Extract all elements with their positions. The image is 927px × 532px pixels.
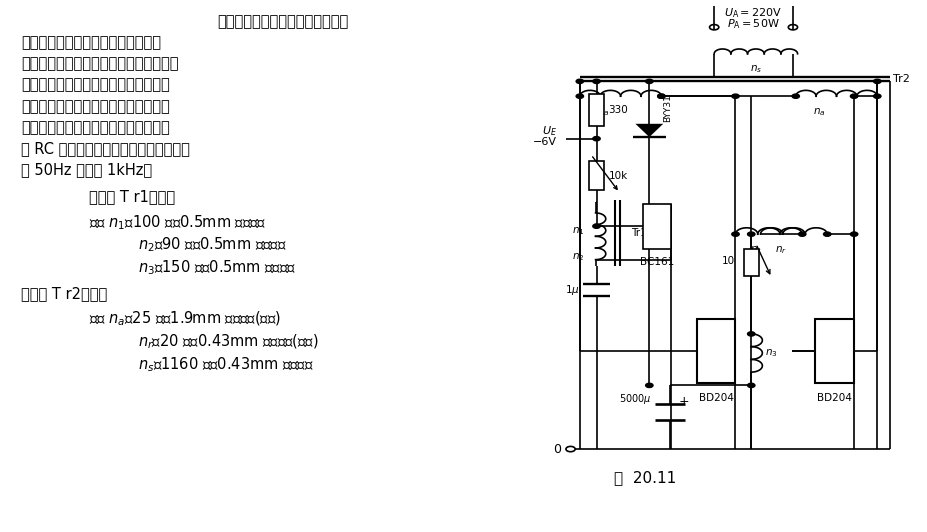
Text: $P_{\rm A}=50{\rm W}$: $P_{\rm A}=50{\rm W}$	[727, 18, 779, 31]
Circle shape	[822, 232, 830, 236]
Circle shape	[872, 79, 880, 84]
Circle shape	[731, 94, 739, 98]
Text: 由 50Hz 调整到 1kHz。: 由 50Hz 调整到 1kHz。	[21, 163, 152, 178]
Text: 10k: 10k	[608, 171, 628, 181]
Bar	[743, 250, 758, 276]
Circle shape	[576, 94, 583, 98]
Text: 变压器 T r1数据：: 变压器 T r1数据：	[89, 189, 174, 204]
Text: BYY31: BYY31	[663, 94, 671, 122]
Text: 个半波的持续时间相同，此时间只决定: 个半波的持续时间相同，此时间只决定	[21, 120, 170, 135]
Text: $U_E$: $U_E$	[541, 124, 556, 138]
Text: $n_r$: $n_r$	[774, 244, 786, 255]
Text: −6V: −6V	[532, 137, 556, 147]
Text: $n_a$: $n_a$	[812, 106, 824, 118]
Text: 组相互耦合使两个晶体管交互控制导: 组相互耦合使两个晶体管交互控制导	[21, 35, 161, 50]
Circle shape	[849, 232, 857, 236]
Text: 变压器 T r2数据：: 变压器 T r2数据：	[21, 286, 108, 301]
Circle shape	[592, 137, 600, 141]
Text: +: +	[679, 395, 689, 408]
Text: BC161: BC161	[639, 257, 673, 267]
Circle shape	[576, 79, 583, 84]
Text: 于 RC 环节的参数。振荡频率可以方便地: 于 RC 环节的参数。振荡频率可以方便地	[21, 142, 190, 156]
Text: 两个晶体管短时截止和随后由于变压器: 两个晶体管短时截止和随后由于变压器	[21, 78, 170, 93]
Circle shape	[791, 94, 798, 98]
Bar	[589, 161, 603, 190]
Bar	[814, 319, 853, 383]
Text: $n_s$: $n_s$	[749, 63, 761, 75]
Text: $n_1$: $n_1$	[571, 225, 584, 237]
Text: $n_3$＝150 匝，0.5mm 铜漆包线: $n_3$＝150 匝，0.5mm 铜漆包线	[138, 259, 296, 277]
Circle shape	[747, 232, 755, 236]
Circle shape	[849, 94, 857, 98]
Circle shape	[747, 332, 755, 336]
Text: $n_2$: $n_2$	[571, 251, 584, 263]
Circle shape	[645, 79, 653, 84]
Circle shape	[645, 383, 653, 387]
Text: $5000\mu$: $5000\mu$	[618, 392, 651, 406]
Text: 330: 330	[608, 105, 628, 115]
Bar	[589, 94, 603, 126]
Text: Tr2: Tr2	[892, 74, 908, 84]
Text: $1\mu$: $1\mu$	[565, 283, 579, 297]
Text: Tr1: Tr1	[630, 228, 646, 238]
Bar	[696, 319, 735, 383]
Text: $n_3$: $n_3$	[765, 347, 777, 359]
Text: $n_r$: $n_r$	[749, 244, 761, 255]
Polygon shape	[635, 124, 663, 137]
Text: 绕组 $n_a$＝25 匝，1.9mm 铜漆包线(双绕): 绕组 $n_a$＝25 匝，1.9mm 铜漆包线(双绕)	[89, 310, 280, 328]
Circle shape	[797, 232, 805, 236]
Text: 通。每个脉冲都使变换器改变状态，因为: 通。每个脉冲都使变换器改变状态，因为	[21, 56, 178, 71]
Bar	[642, 204, 670, 249]
Text: $U_{\rm A}=220{\rm V}$: $U_{\rm A}=220{\rm V}$	[724, 6, 781, 20]
Text: 0: 0	[552, 443, 561, 455]
Text: 电压反向使原先阻断的晶体管导通。两: 电压反向使原先阻断的晶体管导通。两	[21, 99, 170, 114]
Text: $n_r$＝20 匝，0.43mm 铜漆包线(双绕): $n_r$＝20 匝，0.43mm 铜漆包线(双绕)	[138, 332, 318, 351]
Circle shape	[747, 383, 755, 387]
Circle shape	[592, 79, 600, 84]
Text: $n_a$: $n_a$	[596, 106, 609, 118]
Circle shape	[731, 232, 739, 236]
Text: $n_s$＝1160 匝，0.43mm 铜漆包线: $n_s$＝1160 匝，0.43mm 铜漆包线	[138, 355, 313, 374]
Text: 绕组 $n_1$＝100 匝，0.5mm 铜漆包线: 绕组 $n_1$＝100 匝，0.5mm 铜漆包线	[89, 213, 266, 231]
Text: BD204: BD204	[817, 393, 851, 403]
Text: $n_2$＝90 匝，0.5mm 铜漆包线: $n_2$＝90 匝，0.5mm 铜漆包线	[138, 236, 286, 254]
Text: 该电路由阻塞振荡变压器的三个绕: 该电路由阻塞振荡变压器的三个绕	[218, 14, 349, 29]
Circle shape	[872, 94, 880, 98]
Circle shape	[657, 94, 665, 98]
Circle shape	[657, 94, 665, 98]
Circle shape	[592, 224, 600, 228]
Text: 10: 10	[720, 256, 734, 265]
Text: 图  20.11: 图 20.11	[614, 470, 676, 485]
Text: BD204: BD204	[698, 393, 732, 403]
